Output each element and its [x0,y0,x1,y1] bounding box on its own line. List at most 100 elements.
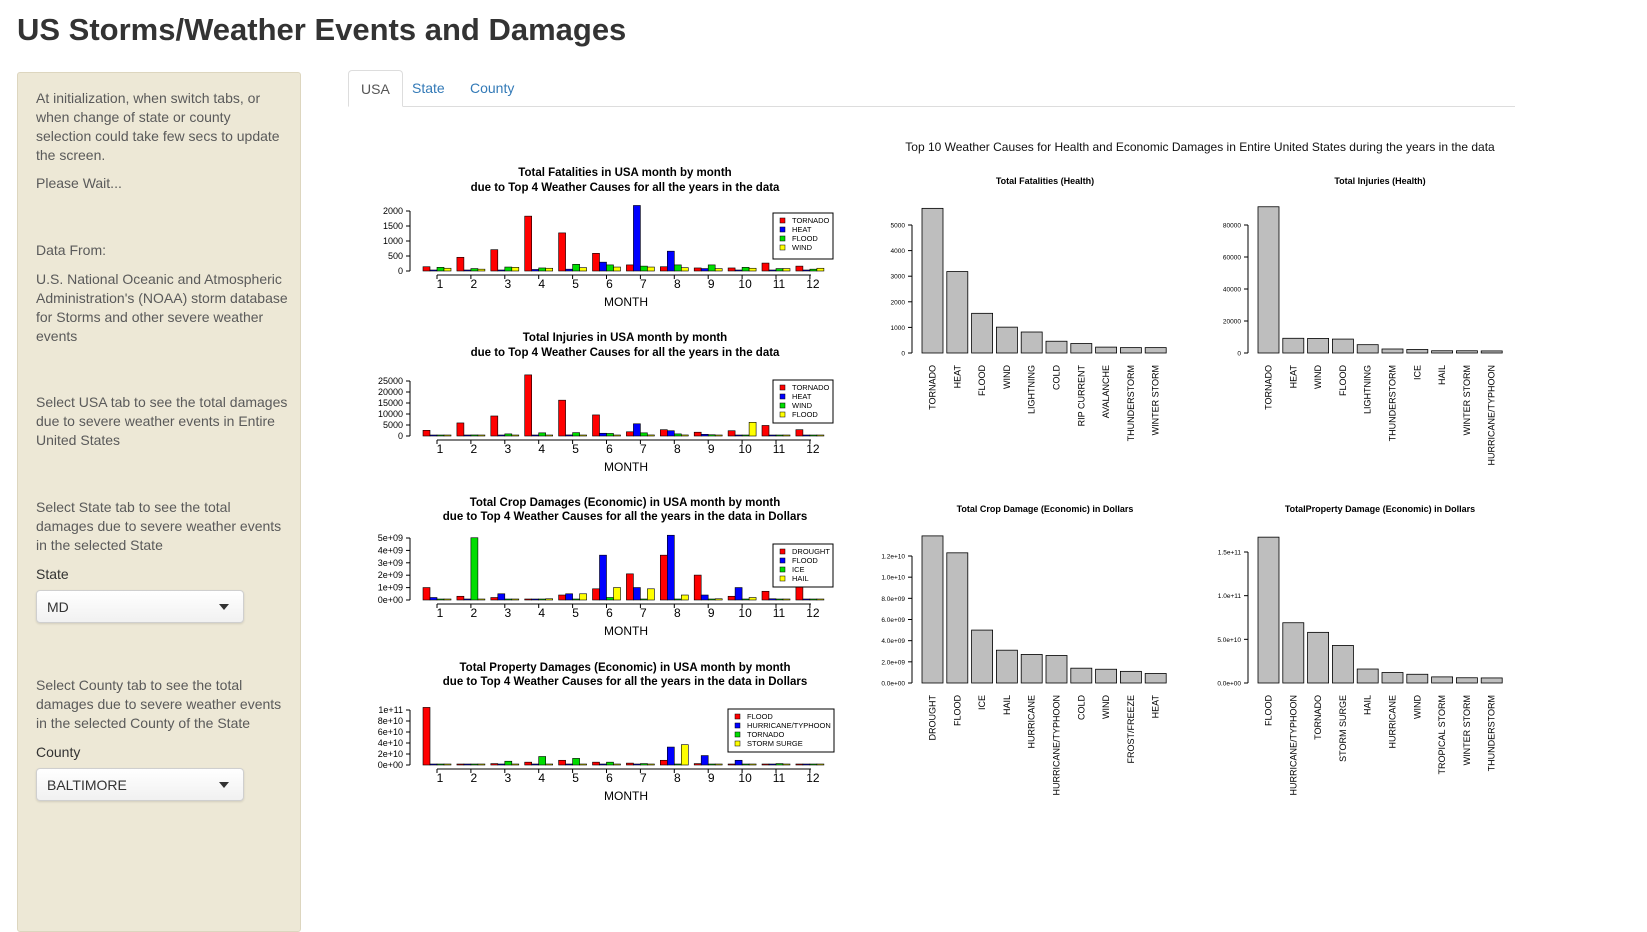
bar-tornado [727,430,736,437]
bar-drought [659,554,668,601]
bar-flood [666,534,675,601]
bar-heat [429,269,438,272]
bar-hurricane-typhoon [497,763,506,766]
bar-wind [714,268,723,272]
x-axis-label: MONTH [604,789,648,803]
bar-flood [802,598,811,601]
bar-tornado [490,415,499,437]
bar-drought [761,590,770,601]
bar-wind [647,266,655,272]
x-tick-label: 1 [437,442,444,456]
wait-note: Please Wait... [36,175,122,191]
bar-flood [422,707,431,766]
x-tick-label: 12 [806,442,820,456]
bar [996,649,1018,684]
bar [1480,677,1503,684]
bar-drought [490,597,499,601]
bar-tornado [470,763,479,766]
bar-flood [795,763,804,766]
x-tick-label: HEAT [1288,365,1298,389]
bar-flood [768,598,777,601]
y-tick-label: 0 [901,351,905,358]
x-tick-label: 2 [471,771,478,785]
bar-heat [599,432,607,437]
sidebar-panel: At initialization, when switch tabs, or … [17,72,301,932]
bar-wind [680,267,689,272]
bar-tornado [558,399,566,437]
y-tick-label: 40000 [1223,287,1241,294]
x-tick-label: 8 [674,277,681,291]
bar-heat [768,434,777,437]
legend-label: FLOOD [792,234,818,243]
legend-label: HAIL [792,574,809,583]
bar [1120,347,1142,354]
y-tick-label: 1.0e+11 [1218,593,1242,600]
bar-drought [626,573,634,601]
bar-ice [640,598,648,601]
bar [1456,350,1478,354]
bar-tornado [436,763,445,766]
x-tick-label: ICE [1412,365,1422,380]
bar-storm-surge [443,763,452,766]
bar-storm-surge [545,763,554,766]
bar [1431,350,1453,354]
x-tick-label: 1 [437,771,444,785]
bar [1456,677,1478,684]
x-tick-label: HURRICANE [1388,695,1398,749]
y-tick-label: 4000 [891,248,906,255]
state-select[interactable]: MD [36,590,244,623]
bar-hail [477,598,486,601]
tab-state[interactable]: State [412,80,445,96]
y-tick-label: 1000 [383,236,403,246]
bar-heat [666,430,675,437]
bar-storm-surge [782,763,791,766]
bar-tornado [572,758,580,766]
county-select[interactable]: BALTIMORE [36,768,244,801]
y-tick-label: 2e+10 [378,749,403,759]
x-tick-label: WIND [1101,695,1111,719]
bar-hail [545,598,554,601]
chart-title: Total Fatalities (Health) [996,176,1094,186]
x-tick-label: 6 [606,442,613,456]
bar [1480,350,1503,354]
bar-wind [504,433,513,437]
legend-swatch [779,226,786,233]
bar-heat [700,434,709,437]
chart-subtitle: due to Top 4 Weather Causes for all the … [443,511,807,523]
x-tick-label: HEAT [952,365,962,389]
x-tick-label: RIP CURRENT [1076,365,1086,427]
chevron-down-icon [219,604,229,610]
tab-county[interactable]: County [470,80,515,96]
bar-wind [572,432,580,437]
bar-flood [640,265,648,272]
bar [1095,668,1117,684]
bar-wind [511,267,520,272]
legend-label: TORNADO [747,730,785,739]
bar [1020,654,1043,684]
bar-heat [429,434,438,437]
bar-storm-surge [579,763,587,766]
x-tick-label: 2 [471,442,478,456]
bar [1144,347,1167,354]
y-tick-label: 1.0e+10 [881,575,905,582]
x-tick-label: WIND [1313,365,1323,389]
bar-heat [497,434,506,437]
y-tick-label: 2e+09 [378,570,403,580]
bar-flood [680,434,689,437]
tab-usa[interactable]: USA [348,70,403,107]
bar-wind [545,267,554,272]
chart-title: Total Fatalities in USA month by month [518,167,731,179]
y-tick-label: 8e+10 [378,716,403,726]
x-tick-label: COLD [1052,365,1062,391]
bar-flood [524,761,533,766]
x-tick-label: 4 [538,277,545,291]
legend-swatch [779,557,786,564]
x-tick-label: 1 [437,277,444,291]
legend-label: HEAT [792,225,812,234]
bar-ice [470,537,479,601]
x-tick-label: 3 [504,442,511,456]
y-tick-label: 0.0e+00 [881,681,905,688]
bar [1282,337,1305,354]
y-tick-label: 4.0e+09 [881,638,905,645]
y-tick-label: 0.0e+00 [1217,681,1241,688]
